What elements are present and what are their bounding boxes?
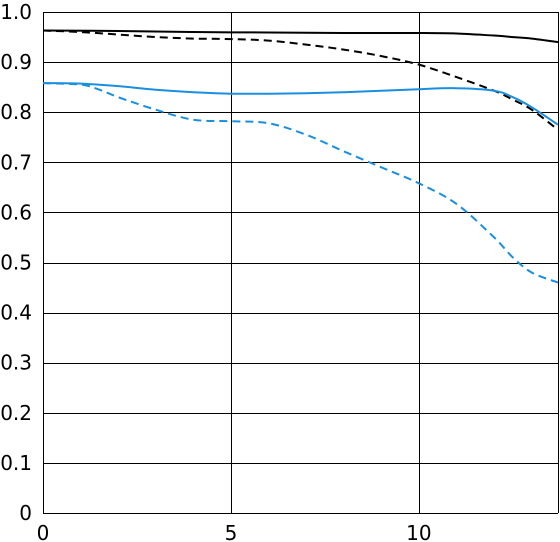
series-group [42, 29, 559, 284]
series-line-blue-dashed [42, 82, 559, 284]
y-tick-label: 0.8 [0, 100, 32, 124]
y-tick-label: 0.3 [0, 351, 32, 375]
y-tick-label: 1.0 [0, 0, 32, 24]
y-tick-label: 0.9 [0, 50, 32, 74]
y-tick-label: 0.4 [0, 301, 32, 325]
y-tick-label: 0.6 [0, 200, 32, 224]
y-tick-label: 0.1 [0, 451, 32, 475]
series-line-blue-solid [42, 82, 559, 126]
tick-labels: 0 0.1 0.2 0.3 0.4 0.5 0.6 0.7 0.8 0.9 1.0 0 5 10 [0, 0, 431, 542]
y-tick-label: 0.2 [0, 401, 32, 425]
x-tick-label: 10 [406, 521, 431, 542]
y-tick-label: 0.5 [0, 251, 32, 275]
y-tick-label: 0 [19, 501, 32, 525]
x-tick-label: 0 [37, 521, 50, 542]
series-line-black-dashed [42, 29, 559, 131]
series-line-black-solid [42, 29, 559, 44]
x-tick-label: 5 [225, 521, 238, 542]
grid [43, 12, 559, 514]
y-tick-label: 0.7 [0, 150, 32, 174]
